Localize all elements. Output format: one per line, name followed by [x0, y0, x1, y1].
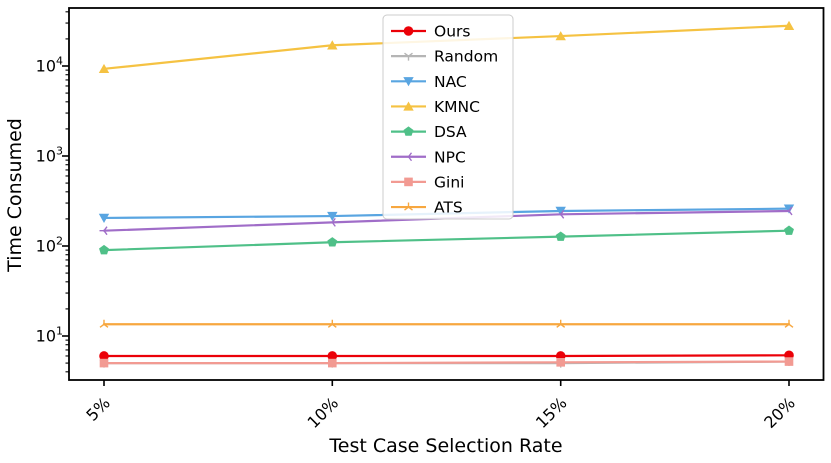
- tri-up-thin-marker: [99, 319, 109, 328]
- tri-left-thin-marker: [784, 206, 793, 216]
- tri-left-thin-marker: [556, 209, 565, 219]
- triangle-down-marker: [403, 77, 414, 87]
- square-marker: [556, 358, 565, 367]
- legend-item-npc: NPC: [391, 148, 466, 166]
- series-gini: [99, 357, 794, 368]
- series-line: [102, 229, 791, 252]
- pentagon-marker: [555, 231, 566, 241]
- tri-up-thin-marker: [327, 319, 337, 328]
- x-tick-label: 20%: [760, 393, 799, 432]
- legend-label: KMNC: [434, 98, 480, 116]
- legend-box: [382, 14, 514, 220]
- x-tick-label: 10%: [304, 393, 343, 432]
- series-line: [102, 360, 791, 365]
- legend-label: NPC: [434, 148, 466, 166]
- triangle-up-marker: [98, 63, 110, 74]
- pentagon-marker: [403, 126, 414, 136]
- tri-left-thin-marker: [327, 217, 336, 227]
- tri-down-thin-marker: [404, 52, 413, 61]
- pentagon-marker: [99, 244, 109, 255]
- square-marker: [99, 358, 109, 368]
- triangle-up-marker: [783, 20, 795, 30]
- square-marker: [784, 357, 794, 366]
- x-tick-label: 15%: [532, 393, 571, 432]
- triangle-down-marker: [327, 211, 338, 222]
- circle-marker: [99, 351, 109, 361]
- circle-marker: [327, 351, 338, 361]
- y-tick-label: 101: [36, 325, 63, 346]
- legend-item-random: Random: [391, 48, 498, 66]
- x-axis-label: Test Case Selection Rate: [328, 435, 562, 457]
- tri-up-thin-marker: [556, 319, 566, 328]
- square-marker: [404, 177, 413, 187]
- legend-label: NAC: [434, 73, 467, 91]
- triangle-up-marker: [555, 31, 566, 41]
- triangle-up-marker: [327, 40, 338, 50]
- square-marker: [328, 358, 337, 368]
- x-axis-ticks: 5% 10% 15% 20%: [82, 380, 799, 432]
- legend-item-ours: Ours: [391, 23, 470, 41]
- series-ats: [99, 319, 794, 328]
- tri-up-thin-marker: [784, 319, 794, 328]
- axes: 101 102 103 104 5% 10% 15% 20%: [36, 7, 825, 432]
- legend-item-kmnc: KMNC: [391, 98, 480, 116]
- legend-item-nac: NAC: [391, 73, 467, 91]
- legend-item-gini: Gini: [391, 173, 464, 191]
- legend-item-dsa: DSA: [391, 123, 467, 141]
- plot-spines: [68, 7, 825, 381]
- series-ours: [99, 350, 794, 361]
- legend-label: DSA: [434, 123, 467, 141]
- legend-label: Gini: [434, 173, 464, 191]
- legend: Ours Random NAC KMNC DSA NPC Gini ATS: [382, 14, 514, 220]
- pentagon-marker: [327, 237, 338, 247]
- triangle-down-marker: [98, 213, 110, 223]
- circle-marker: [403, 26, 414, 36]
- x-tick-label: 5%: [82, 393, 113, 424]
- y-tick-label: 102: [36, 235, 63, 256]
- triangle-down-marker: [555, 206, 566, 216]
- series-dsa: [99, 225, 794, 255]
- legend-label: Random: [434, 48, 498, 66]
- triangle-up-marker: [403, 101, 414, 111]
- y-tick-label: 103: [36, 145, 63, 166]
- y-tick-label: 104: [36, 55, 63, 76]
- y-axis-ticks: 101 102 103 104: [36, 11, 69, 373]
- tri-left-thin-marker: [404, 152, 413, 162]
- legend-label: ATS: [434, 199, 463, 217]
- tri-left-thin-marker: [99, 226, 108, 236]
- series-line: [102, 354, 791, 358]
- y-axis-label: Time Consumed: [4, 118, 26, 273]
- legend-label: Ours: [434, 23, 470, 41]
- pentagon-marker: [784, 225, 794, 235]
- legend-item-ats: ATS: [391, 199, 463, 217]
- tri-up-thin-marker: [404, 202, 413, 211]
